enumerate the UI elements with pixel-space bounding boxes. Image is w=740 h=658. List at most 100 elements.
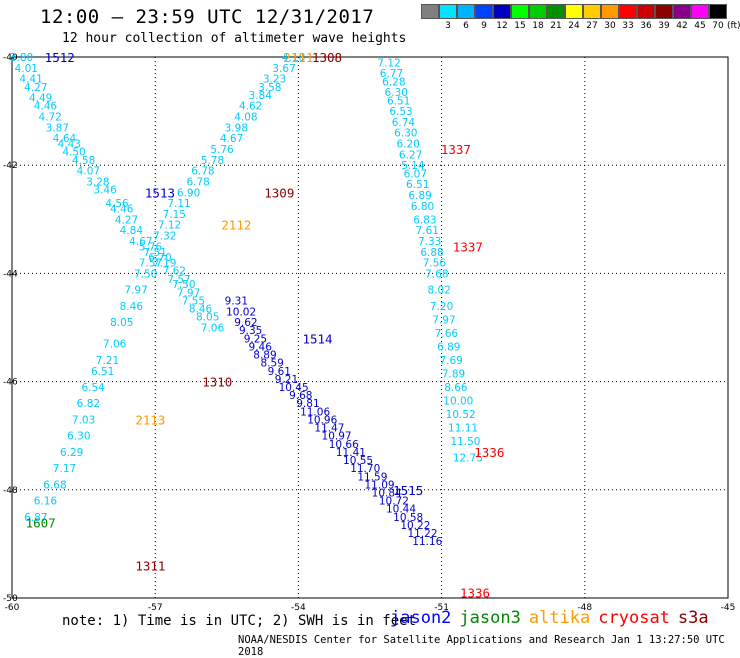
wave-height-point: 6.70 [148,252,171,264]
wave-height-point: 4.27 [24,82,47,94]
wave-height-point: 6.90 [177,187,200,199]
track-id-label: 1310 [202,375,232,390]
wave-height-point: 4.62 [239,101,262,113]
color-swatch [493,4,511,19]
wave-height-point: 4.27 [115,214,138,226]
wave-height-point: 10.84 [372,488,402,500]
wave-height-point: 3.87 [46,122,69,134]
wave-height-point: 5.14 [401,160,425,172]
wave-height-point: 7.68 [425,268,448,280]
wave-height-point: 9.31 [225,295,248,307]
track-id-label: 1336 [474,445,504,460]
wave-height-point: 4.56 [105,198,129,210]
wave-height-point: 10.52 [446,409,476,421]
wave-height-point: 6.78 [191,166,214,178]
wave-height-point: 7.21 [96,355,119,367]
wave-height-point: 6.87 [24,512,47,524]
wave-height-point: 3.23 [263,74,286,86]
color-swatch-label: 42 [676,21,688,31]
wave-height-point: 11.41 [336,447,366,459]
track-id-label: 1607 [26,515,56,530]
wave-height-point: 12.75 [453,452,483,464]
wave-height-point: 6.51 [91,366,114,378]
wave-height-point: 7.55 [182,295,205,307]
wave-height-point: 4.67 [220,133,243,145]
wave-height-point: 6.83 [413,214,436,226]
wave-height-point: 6.27 [399,149,422,161]
track-id-label: 1337 [453,239,483,254]
wave-height-point: 6.51 [406,179,429,191]
legend-entry-s3a: s3a [677,608,709,628]
wave-height-point: 3.58 [258,82,281,94]
wave-height-point: 10.02 [226,306,256,318]
y-tick-label: -50 [3,594,18,604]
wave-height-point: 8.05 [110,317,133,329]
color-swatch-label: 33 [622,21,634,31]
wave-height-point: 3.98 [225,122,248,134]
wave-height-point: 7.32 [153,231,176,243]
color-swatch [655,4,673,19]
color-swatch [709,4,727,19]
wave-height-point: 4.50 [62,147,85,159]
wave-height-point: 4.46 [34,101,58,113]
y-tick-label: -44 [3,269,18,279]
y-tick-label: -40 [3,53,18,63]
wave-height-point: 10.96 [307,414,337,426]
wave-height-point: 3.67 [272,63,295,75]
wave-height-point: 7.57 [139,258,162,270]
wave-height-point: 6.30 [385,87,408,99]
track-id-label: 1512 [45,50,75,65]
wave-height-point: 6.77 [380,68,403,80]
color-swatch [637,4,655,19]
credit-line: NOAA/NESDIS Center for Satellite Applica… [238,634,725,658]
color-swatch-label: 6 [463,21,469,31]
color-legend: 3 6 9 12 15 18 21 24 27 30 33 36 39 42 45 70 (ft) [421,4,740,31]
wave-height-point: 4.46 [110,203,134,215]
track-id-label: 2112 [221,218,251,233]
color-swatch [457,4,475,19]
wave-height-point: 8.05 [196,312,219,324]
wave-height-point: 7.50 [172,279,195,291]
x-tick-label: -51 [434,603,449,613]
color-swatch-label: 12 [496,21,508,31]
track-id-label: 1309 [264,185,294,200]
track-id-label: 1308 [312,50,342,65]
wave-height-point: 7.51 [144,247,167,259]
wave-height-point: 7.89 [442,368,465,380]
color-swatch [673,4,691,19]
wave-height-point: 3.46 [93,185,117,197]
wave-height-point: 6.07 [404,168,427,180]
wave-height-point: 9.21 [275,374,298,386]
color-legend-labels: 3 6 9 12 15 18 21 24 27 30 33 36 39 42 45 70 (ft) [421,21,740,31]
wave-height-point: 9.68 [289,390,312,402]
wave-height-point: 10.97 [322,431,352,443]
y-tick-label: -46 [3,378,18,388]
wave-height-point: 8.02 [428,285,451,297]
wave-height-point: 6.20 [396,139,419,151]
wave-height-point: 10.72 [379,496,409,508]
wave-height-point: 3.84 [249,90,273,102]
color-swatch-label: 36 [640,21,652,31]
wave-height-point: 9.35 [239,325,262,337]
color-swatch-label: 21 [550,21,562,31]
wave-height-point: 8.89 [253,350,276,362]
wave-height-point: 6.30 [394,128,417,140]
legend-entry-cryosat: cryosat [598,608,670,628]
color-legend-unit: (ft) [727,21,740,31]
wave-height-point: 6.54 [81,382,105,394]
wave-height-point: 9.46 [249,341,273,353]
wave-height-point: 9.81 [296,398,319,410]
wave-height-point: 6.82 [77,398,100,410]
color-swatch [619,4,637,19]
wave-height-point: 10.55 [343,455,373,467]
track-id-label: 1337 [441,142,471,157]
color-swatch [511,4,529,19]
color-swatch-label: 45 [694,21,706,31]
wave-height-point: 4.84 [120,225,144,237]
color-swatch [691,4,709,19]
wave-height-point: 7.97 [432,314,455,326]
wave-height-point: 6.51 [387,95,410,107]
wave-height-point: 9.25 [244,333,267,345]
wave-height-point: 6.80 [411,201,434,213]
